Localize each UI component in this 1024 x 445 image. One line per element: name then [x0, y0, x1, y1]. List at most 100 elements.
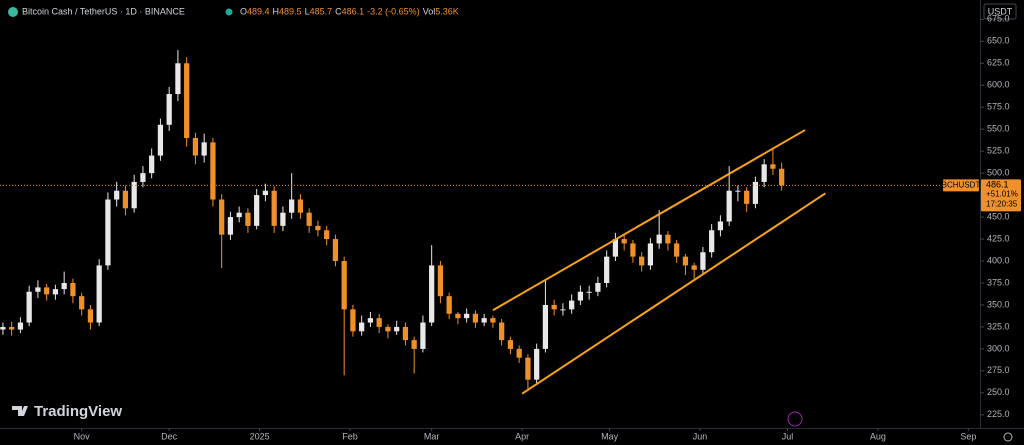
candle-body — [717, 221, 724, 231]
candle-body — [289, 199, 295, 213]
candle-body — [586, 291, 592, 293]
candle-body — [114, 190, 120, 200]
y-tick-label: 550.0 — [987, 124, 1010, 134]
y-tick-label: 625.0 — [987, 58, 1010, 68]
candle-body — [227, 217, 234, 235]
candle-body — [262, 190, 269, 196]
candle-body — [175, 63, 181, 95]
lightning-icon[interactable] — [787, 411, 803, 427]
candle-body — [157, 124, 164, 156]
candle-body — [639, 256, 645, 266]
header-text: C — [335, 6, 342, 16]
candle-body — [621, 239, 627, 244]
price-tag-countdown: 17:20:35 — [986, 199, 1018, 208]
candle-body — [280, 212, 286, 226]
candle-body — [254, 195, 260, 226]
candle-body — [105, 199, 111, 266]
header-text: Vol — [423, 6, 436, 16]
candle-body — [577, 291, 584, 301]
y-tick-label: 450.0 — [987, 211, 1010, 221]
symbol-icon — [8, 7, 18, 17]
candle-body — [324, 230, 330, 240]
candle-body — [359, 322, 365, 332]
candle-body — [315, 225, 321, 231]
x-tick-label: 2025 — [250, 431, 270, 441]
candle-body — [394, 326, 400, 332]
candle-body — [96, 265, 102, 323]
candle-body — [569, 300, 575, 310]
candle-body — [166, 94, 172, 125]
y-tick-label: 400.0 — [987, 255, 1010, 265]
candle-body — [656, 234, 662, 244]
x-tick-label: Aug — [870, 431, 886, 441]
candle-body — [219, 199, 225, 235]
candle-body — [245, 212, 251, 226]
x-tick-label: Apr — [515, 431, 529, 441]
candle-body — [0, 326, 6, 330]
settings-icon[interactable] — [1003, 432, 1013, 442]
candle-body — [44, 287, 50, 295]
candle-body — [516, 348, 522, 358]
x-tick-label: Nov — [74, 431, 91, 441]
symbol-tag — [943, 179, 979, 192]
y-tick-label: 525.0 — [987, 146, 1010, 156]
symbol-tag-text: BCHUSDT — [942, 180, 981, 189]
status-dot — [225, 8, 233, 16]
header-text: 489.4 — [247, 6, 270, 16]
y-tick-label: 250.0 — [987, 387, 1010, 397]
candle-body — [674, 243, 680, 257]
candle-body — [455, 313, 461, 319]
y-tick-label: 650.0 — [987, 36, 1010, 46]
brand-logo: TradingView — [12, 403, 122, 420]
header-text: Bitcoin Cash / TetherUS · 1D · BINANCE — [22, 6, 185, 16]
candle-body — [9, 326, 15, 330]
brand-text: TradingView — [34, 403, 122, 420]
candle-body — [341, 261, 347, 310]
candle-body — [17, 322, 24, 330]
candle-body — [525, 357, 531, 380]
candle-body — [499, 322, 505, 341]
candle-body — [507, 340, 514, 349]
header-text: -3.2 (-0.65%) — [367, 6, 420, 16]
logo-mark — [12, 406, 28, 416]
candle-body — [604, 256, 610, 283]
candle-body — [376, 318, 382, 327]
price-tag — [981, 179, 1021, 212]
trend-line — [521, 192, 826, 395]
y-tick-label: 350.0 — [987, 299, 1010, 309]
candle-body — [472, 313, 479, 323]
x-tick-label: Dec — [161, 431, 178, 441]
candle-body — [52, 289, 59, 295]
x-tick-label: Feb — [342, 431, 358, 441]
x-tick-label: May — [601, 431, 619, 441]
candle-body — [297, 199, 304, 213]
candle-body — [35, 287, 41, 292]
candle-body — [770, 164, 776, 169]
candle-body — [350, 309, 356, 332]
candle-body — [192, 137, 199, 156]
y-tick-label: 225.0 — [987, 409, 1010, 419]
y-tick-label: 375.0 — [987, 277, 1010, 287]
candle-body — [481, 318, 487, 323]
x-tick-label: Jul — [782, 431, 794, 441]
candle-body — [420, 322, 426, 349]
candle-body — [700, 252, 706, 270]
header-text: 489.5 — [279, 6, 302, 16]
header: Bitcoin Cash / TetherUS · 1D · BINANCE O 4… — [22, 6, 459, 16]
price-tag-value: 486.1 — [986, 180, 1009, 190]
candle-body — [665, 234, 671, 244]
candle-body — [595, 282, 601, 292]
header-text: H — [273, 6, 280, 16]
x-tick-label: Mar — [424, 431, 440, 441]
candle-body — [201, 142, 207, 156]
candle-body — [551, 304, 557, 310]
y-tick-label: 675.0 — [987, 14, 1010, 24]
candle-body — [184, 63, 190, 138]
trend-line — [492, 129, 806, 312]
candle-body — [367, 318, 374, 323]
currency-button[interactable] — [983, 3, 1017, 20]
candle-body — [726, 190, 732, 222]
